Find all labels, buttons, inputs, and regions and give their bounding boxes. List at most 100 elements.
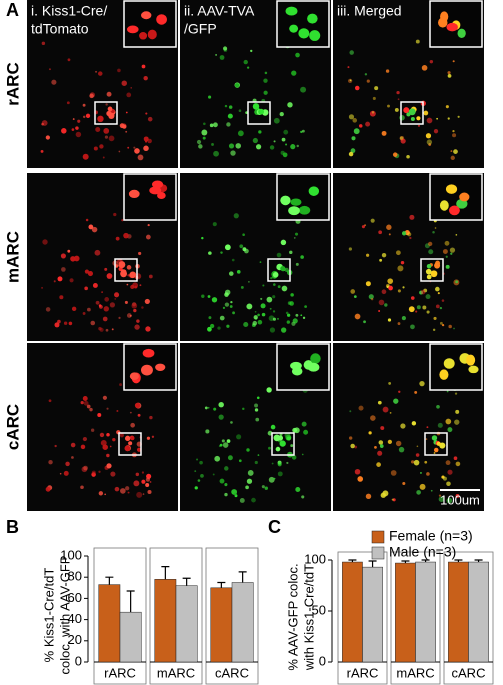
cell: [136, 491, 143, 498]
cell: [208, 251, 212, 255]
cell: [446, 481, 451, 487]
cell: [224, 492, 228, 497]
cell: [254, 460, 258, 465]
cell: [303, 429, 309, 435]
cell: [116, 409, 119, 412]
roi-box: [114, 258, 138, 282]
cell: [133, 480, 140, 487]
cell: [246, 303, 253, 310]
cell: [414, 390, 418, 394]
cell: [104, 135, 109, 139]
cell: [145, 482, 150, 487]
cell: [82, 396, 88, 401]
cell: [435, 286, 440, 292]
cell: [285, 143, 288, 146]
cell: [97, 115, 104, 123]
cell: [194, 470, 197, 472]
panel-label: B: [6, 517, 19, 537]
cell: [402, 481, 406, 486]
cell: [366, 253, 370, 257]
row-label: cARC: [3, 404, 22, 450]
cell: [455, 493, 460, 498]
cell: [141, 471, 145, 474]
cell: [410, 460, 415, 464]
cell: [420, 289, 426, 295]
inset-cell: [147, 29, 157, 40]
cell: [60, 253, 66, 259]
cell: [106, 273, 113, 279]
cell: [397, 322, 401, 325]
cell: [126, 283, 129, 286]
cell: [348, 247, 352, 251]
inset-cell: [439, 369, 449, 380]
cell: [48, 68, 51, 71]
bar: [468, 561, 489, 663]
cell: [434, 262, 441, 269]
cell: [124, 300, 128, 304]
cell: [98, 470, 101, 473]
cell: [361, 225, 365, 229]
y-tick-label: 80: [68, 569, 82, 584]
cell: [391, 498, 394, 501]
cell: [99, 432, 105, 438]
cell: [430, 489, 433, 492]
cell: [254, 310, 257, 313]
cell: [354, 445, 358, 449]
inset-cell: [446, 22, 458, 32]
cell: [224, 244, 231, 251]
cell: [378, 299, 385, 306]
cell: [239, 244, 244, 249]
cell: [103, 128, 110, 134]
cell: [257, 313, 260, 317]
cell: [422, 305, 427, 310]
cell: [426, 139, 433, 145]
cell: [377, 400, 382, 405]
group-frame: [149, 547, 203, 685]
cell: [97, 71, 103, 76]
cell: [295, 313, 299, 317]
cell: [419, 380, 425, 387]
cell: [268, 446, 271, 450]
cell: [268, 476, 275, 483]
cell: [115, 236, 120, 241]
cell: [110, 471, 116, 477]
cell: [370, 415, 376, 421]
cell: [353, 128, 360, 135]
cell: [407, 232, 412, 237]
cell: [398, 446, 405, 453]
cell: [217, 326, 221, 330]
cell: [119, 383, 123, 387]
cell: [121, 80, 127, 86]
cell: [130, 87, 133, 89]
cell: [442, 476, 447, 481]
cell: [416, 305, 421, 310]
cell: [240, 285, 244, 289]
cell: [243, 59, 248, 65]
cell: [423, 288, 428, 293]
cell: [419, 290, 424, 295]
inset-cell: [438, 17, 448, 28]
cell: [268, 315, 275, 322]
cell: [229, 305, 233, 308]
cell: [207, 326, 212, 332]
bar: [210, 587, 233, 663]
cell: [98, 326, 102, 331]
cell: [239, 497, 245, 503]
cell: [446, 497, 453, 504]
cell: [211, 297, 218, 303]
cell: [106, 407, 109, 410]
inset-cell: [139, 32, 148, 40]
cell: [452, 133, 457, 138]
cell: [134, 285, 138, 289]
cell: [228, 271, 234, 276]
cell: [425, 294, 431, 300]
cell: [438, 496, 445, 502]
cell: [99, 144, 104, 149]
cell: [295, 52, 300, 58]
cell: [421, 65, 428, 71]
cell: [277, 471, 283, 477]
cell: [363, 320, 366, 324]
roi-box: [118, 432, 142, 456]
cell: [234, 83, 240, 88]
cell: [366, 79, 370, 83]
